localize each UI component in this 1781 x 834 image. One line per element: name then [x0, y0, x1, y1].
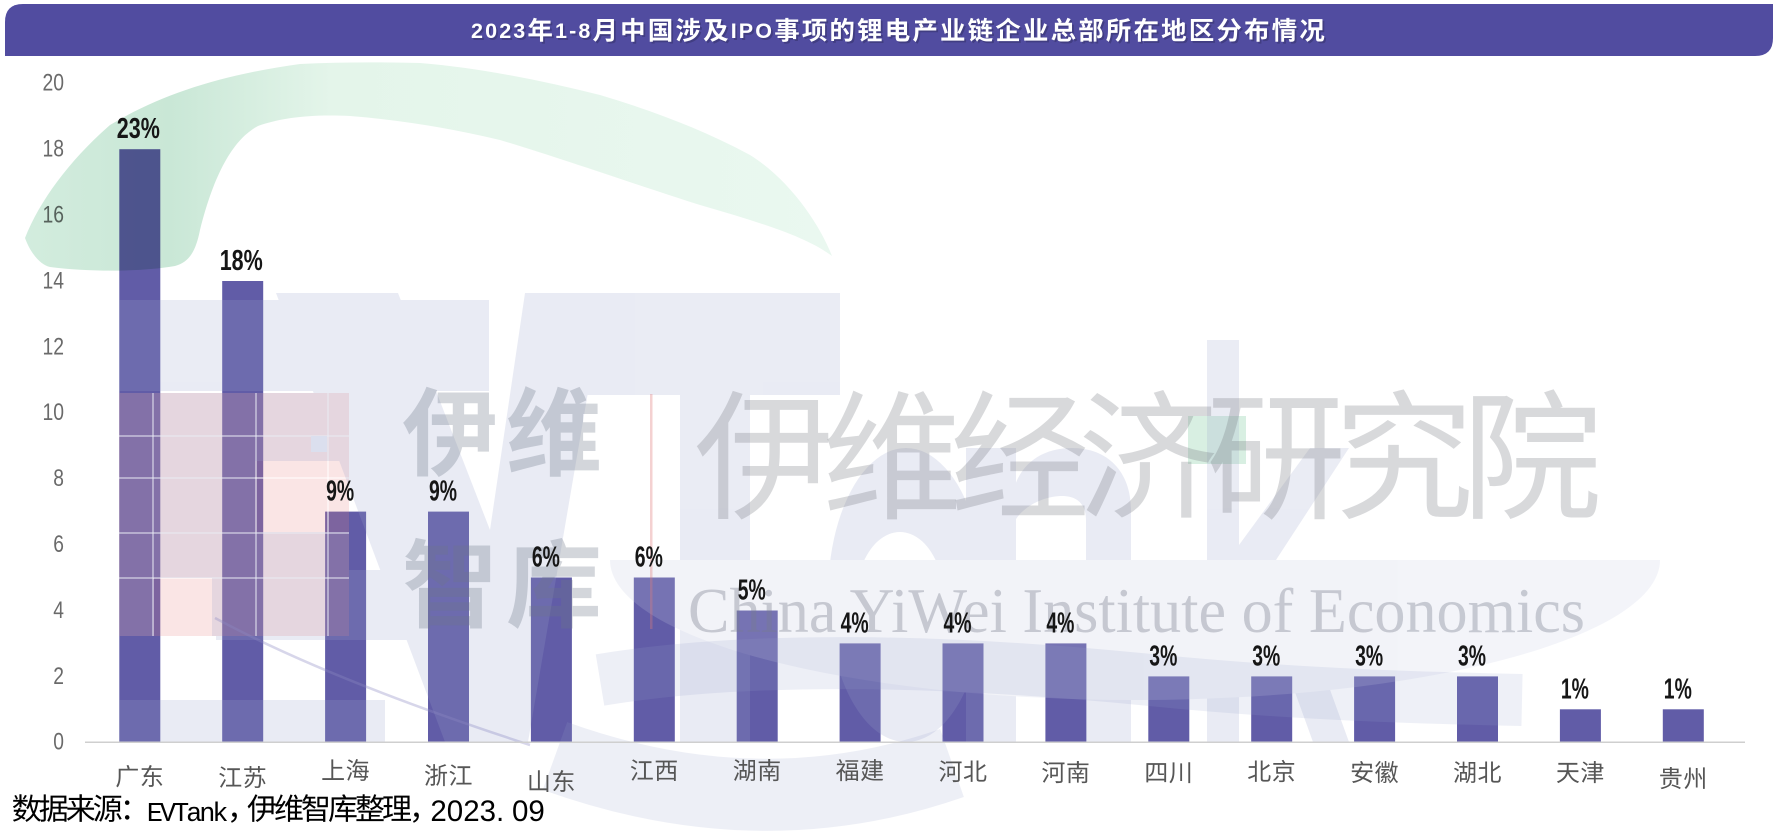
svg-text:8: 8 — [578, 19, 590, 43]
svg-text:-: - — [569, 19, 576, 43]
svg-text:P: P — [739, 19, 753, 43]
svg-text:8: 8 — [580, 21, 592, 45]
svg-text:9%: 9% — [429, 476, 457, 508]
svg-text:6: 6 — [53, 531, 64, 558]
svg-text:0: 0 — [487, 21, 499, 45]
svg-text:4%: 4% — [1046, 607, 1074, 639]
svg-text:-: - — [571, 21, 578, 45]
svg-text:18%: 18% — [220, 245, 263, 277]
svg-text:18: 18 — [43, 136, 65, 163]
svg-text:3: 3 — [515, 21, 527, 45]
svg-text:China YiWei Institute of Econo: China YiWei Institute of Economics — [688, 576, 1585, 646]
svg-text:I: I — [731, 19, 737, 43]
svg-text:14: 14 — [43, 267, 65, 294]
svg-text:3%: 3% — [1252, 640, 1280, 672]
svg-text:O: O — [757, 21, 774, 45]
svg-text:.: . — [496, 795, 504, 828]
svg-text:EVTank: EVTank — [147, 800, 228, 830]
svg-text:3%: 3% — [1149, 640, 1177, 672]
svg-text:6%: 6% — [532, 542, 560, 574]
svg-text:1%: 1% — [1561, 673, 1589, 705]
svg-text:4: 4 — [53, 597, 64, 624]
svg-text:1%: 1% — [1664, 673, 1692, 705]
svg-text:O: O — [755, 19, 772, 43]
svg-text:2: 2 — [471, 19, 483, 43]
svg-text:4%: 4% — [841, 607, 869, 639]
svg-text:0: 0 — [485, 19, 497, 43]
svg-text:23%: 23% — [117, 113, 160, 145]
svg-text:2023: 2023 — [430, 795, 496, 828]
svg-text:9%: 9% — [326, 476, 354, 508]
svg-text:2: 2 — [53, 663, 64, 690]
svg-text:20: 20 — [43, 70, 65, 97]
svg-text:2: 2 — [499, 19, 511, 43]
svg-text:1: 1 — [557, 21, 569, 45]
svg-text:0: 0 — [53, 729, 64, 756]
svg-text:1: 1 — [555, 19, 567, 43]
svg-text:5%: 5% — [738, 575, 766, 607]
svg-text:I: I — [733, 21, 739, 45]
svg-text:12: 12 — [43, 333, 65, 360]
svg-text:2: 2 — [501, 21, 513, 45]
svg-text:P: P — [741, 21, 755, 45]
svg-text:8: 8 — [53, 465, 64, 492]
svg-text:09: 09 — [512, 795, 545, 828]
svg-text:6%: 6% — [635, 542, 663, 574]
svg-text:3%: 3% — [1458, 640, 1486, 672]
svg-text:4%: 4% — [944, 607, 972, 639]
svg-text:2: 2 — [473, 21, 485, 45]
svg-text:3%: 3% — [1355, 640, 1383, 672]
svg-text:3: 3 — [513, 19, 525, 43]
svg-text:10: 10 — [43, 399, 65, 426]
